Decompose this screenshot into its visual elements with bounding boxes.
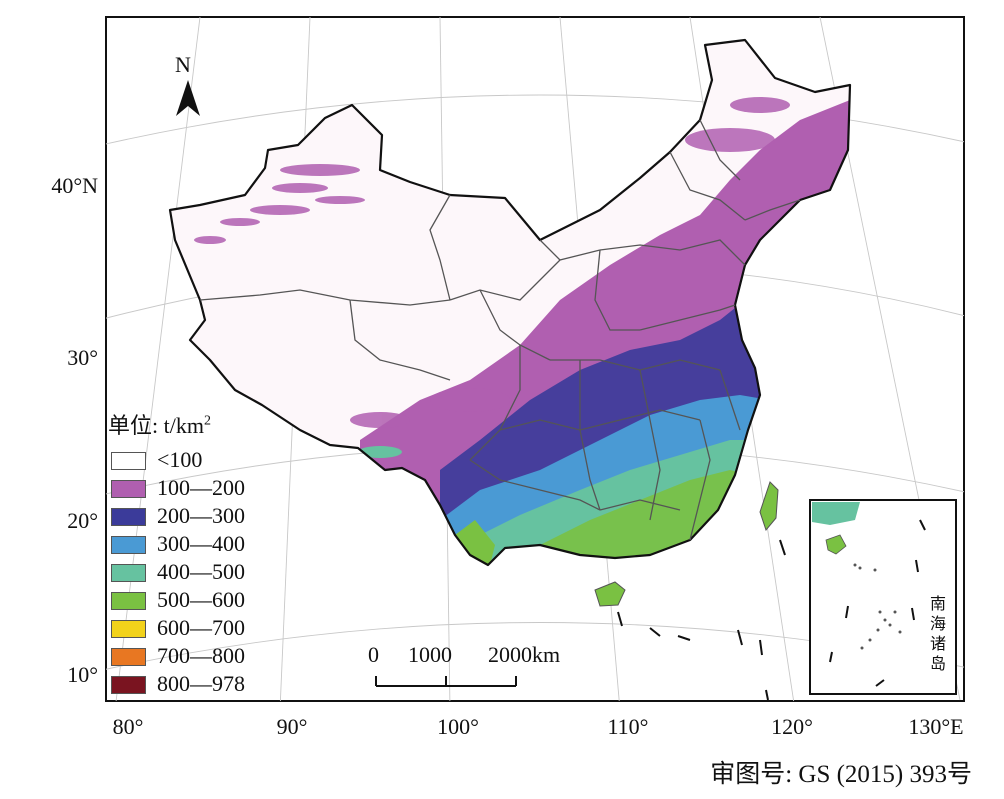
lon-label-130: 130°E (908, 714, 963, 739)
scale-bar (375, 676, 517, 687)
legend-swatch (111, 592, 146, 610)
map-approval-credit: 审图号: GS (2015) 393号 (710, 761, 972, 788)
northwest-speckles (194, 97, 790, 428)
north-arrow: N (175, 52, 200, 116)
lon-label-110: 110° (608, 714, 649, 739)
lon-label-100: 100° (437, 714, 479, 739)
lat-label-10: 10° (67, 662, 98, 687)
hainan-island (594, 581, 626, 607)
legend-label: 200—300 (157, 503, 245, 528)
inset-label: 南 海 诸 岛 (926, 594, 950, 674)
legend-swatch (111, 536, 146, 554)
legend-label: 800—978 (157, 671, 245, 696)
taiwan-island (759, 481, 779, 532)
north-label: N (175, 52, 191, 77)
scale-label-1000: 1000 (408, 642, 452, 667)
lon-label-120: 120° (771, 714, 813, 739)
legend-swatch (111, 480, 146, 498)
legend-swatch (111, 452, 146, 470)
legend-swatch (111, 508, 146, 526)
nine-dash-line (617, 539, 786, 701)
lat-label-20: 20° (67, 508, 98, 533)
legend-swatch (111, 648, 146, 666)
inset-label-char: 南 (929, 594, 946, 613)
legend-label: <100 (157, 447, 203, 472)
scale-label-2000: 2000km (488, 642, 561, 667)
legend-swatch (111, 564, 146, 582)
province-boundaries (199, 119, 801, 541)
tibet-south-green (358, 446, 402, 458)
lat-label-30: 30° (67, 345, 98, 370)
lon-label-80: 80° (113, 714, 144, 739)
south-china-sea-inset (809, 499, 957, 695)
legend-label: 300—400 (157, 531, 245, 556)
lat-label-40: 40°N (51, 173, 98, 198)
scale-label-0: 0 (368, 642, 379, 667)
china-border (168, 38, 852, 567)
legend-label: 400—500 (157, 559, 245, 584)
inset-label-char: 诸 (929, 634, 946, 653)
scale-bar-labels: 0 1000 2000km (368, 642, 598, 672)
zone-500-600-south (455, 520, 495, 565)
legend-swatch (111, 676, 146, 694)
legend-label: 500—600 (157, 587, 245, 612)
legend-title-text: 单位: t/km (108, 413, 204, 438)
inset-label-char: 岛 (929, 654, 946, 673)
lon-label-90: 90° (277, 714, 308, 739)
legend-label: 700—800 (157, 643, 245, 668)
legend-title: 单位: t/km2 (108, 408, 211, 440)
legend-label: 600—700 (157, 615, 245, 640)
legend-swatch (111, 620, 146, 638)
legend-title-sup: 2 (203, 413, 211, 429)
inset-label-char: 海 (929, 614, 946, 633)
legend-label: 100—200 (157, 475, 245, 500)
